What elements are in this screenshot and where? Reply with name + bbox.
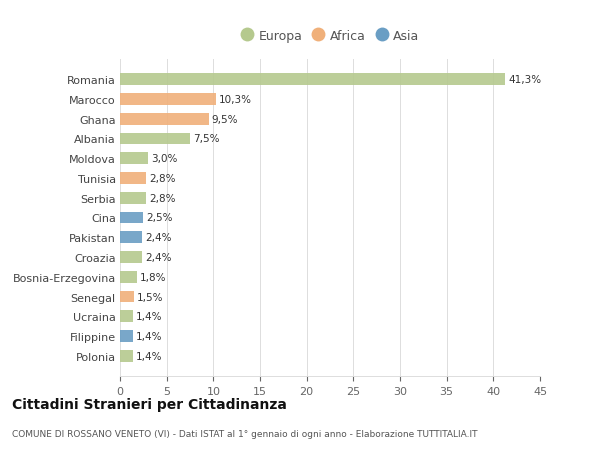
Text: 3,0%: 3,0% <box>151 154 177 164</box>
Text: Cittadini Stranieri per Cittadinanza: Cittadini Stranieri per Cittadinanza <box>12 397 287 412</box>
Bar <box>120 271 137 283</box>
Text: 7,5%: 7,5% <box>193 134 220 144</box>
Bar <box>120 212 143 224</box>
Text: 1,5%: 1,5% <box>137 292 163 302</box>
Legend: Europa, Africa, Asia: Europa, Africa, Asia <box>236 25 424 48</box>
Text: 10,3%: 10,3% <box>219 95 252 105</box>
Bar <box>120 350 133 362</box>
Text: 2,8%: 2,8% <box>149 174 175 184</box>
Bar <box>120 173 146 185</box>
Text: 2,5%: 2,5% <box>146 213 173 223</box>
Text: 1,4%: 1,4% <box>136 331 163 341</box>
Text: 1,8%: 1,8% <box>140 272 166 282</box>
Bar <box>120 133 190 145</box>
Bar <box>120 232 142 244</box>
Bar <box>120 192 146 204</box>
Bar <box>120 330 133 342</box>
Bar <box>120 94 216 106</box>
Text: 41,3%: 41,3% <box>508 75 541 85</box>
Text: 2,8%: 2,8% <box>149 193 175 203</box>
Bar <box>120 74 505 86</box>
Text: 2,4%: 2,4% <box>145 252 172 263</box>
Bar <box>120 311 133 323</box>
Bar <box>120 252 142 263</box>
Text: 1,4%: 1,4% <box>136 351 163 361</box>
Text: COMUNE DI ROSSANO VENETO (VI) - Dati ISTAT al 1° gennaio di ogni anno - Elaboraz: COMUNE DI ROSSANO VENETO (VI) - Dati IST… <box>12 429 478 438</box>
Text: 9,5%: 9,5% <box>211 114 238 124</box>
Text: 1,4%: 1,4% <box>136 312 163 322</box>
Text: 2,4%: 2,4% <box>145 233 172 243</box>
Bar <box>120 291 134 303</box>
Bar <box>120 113 209 125</box>
Bar <box>120 153 148 165</box>
